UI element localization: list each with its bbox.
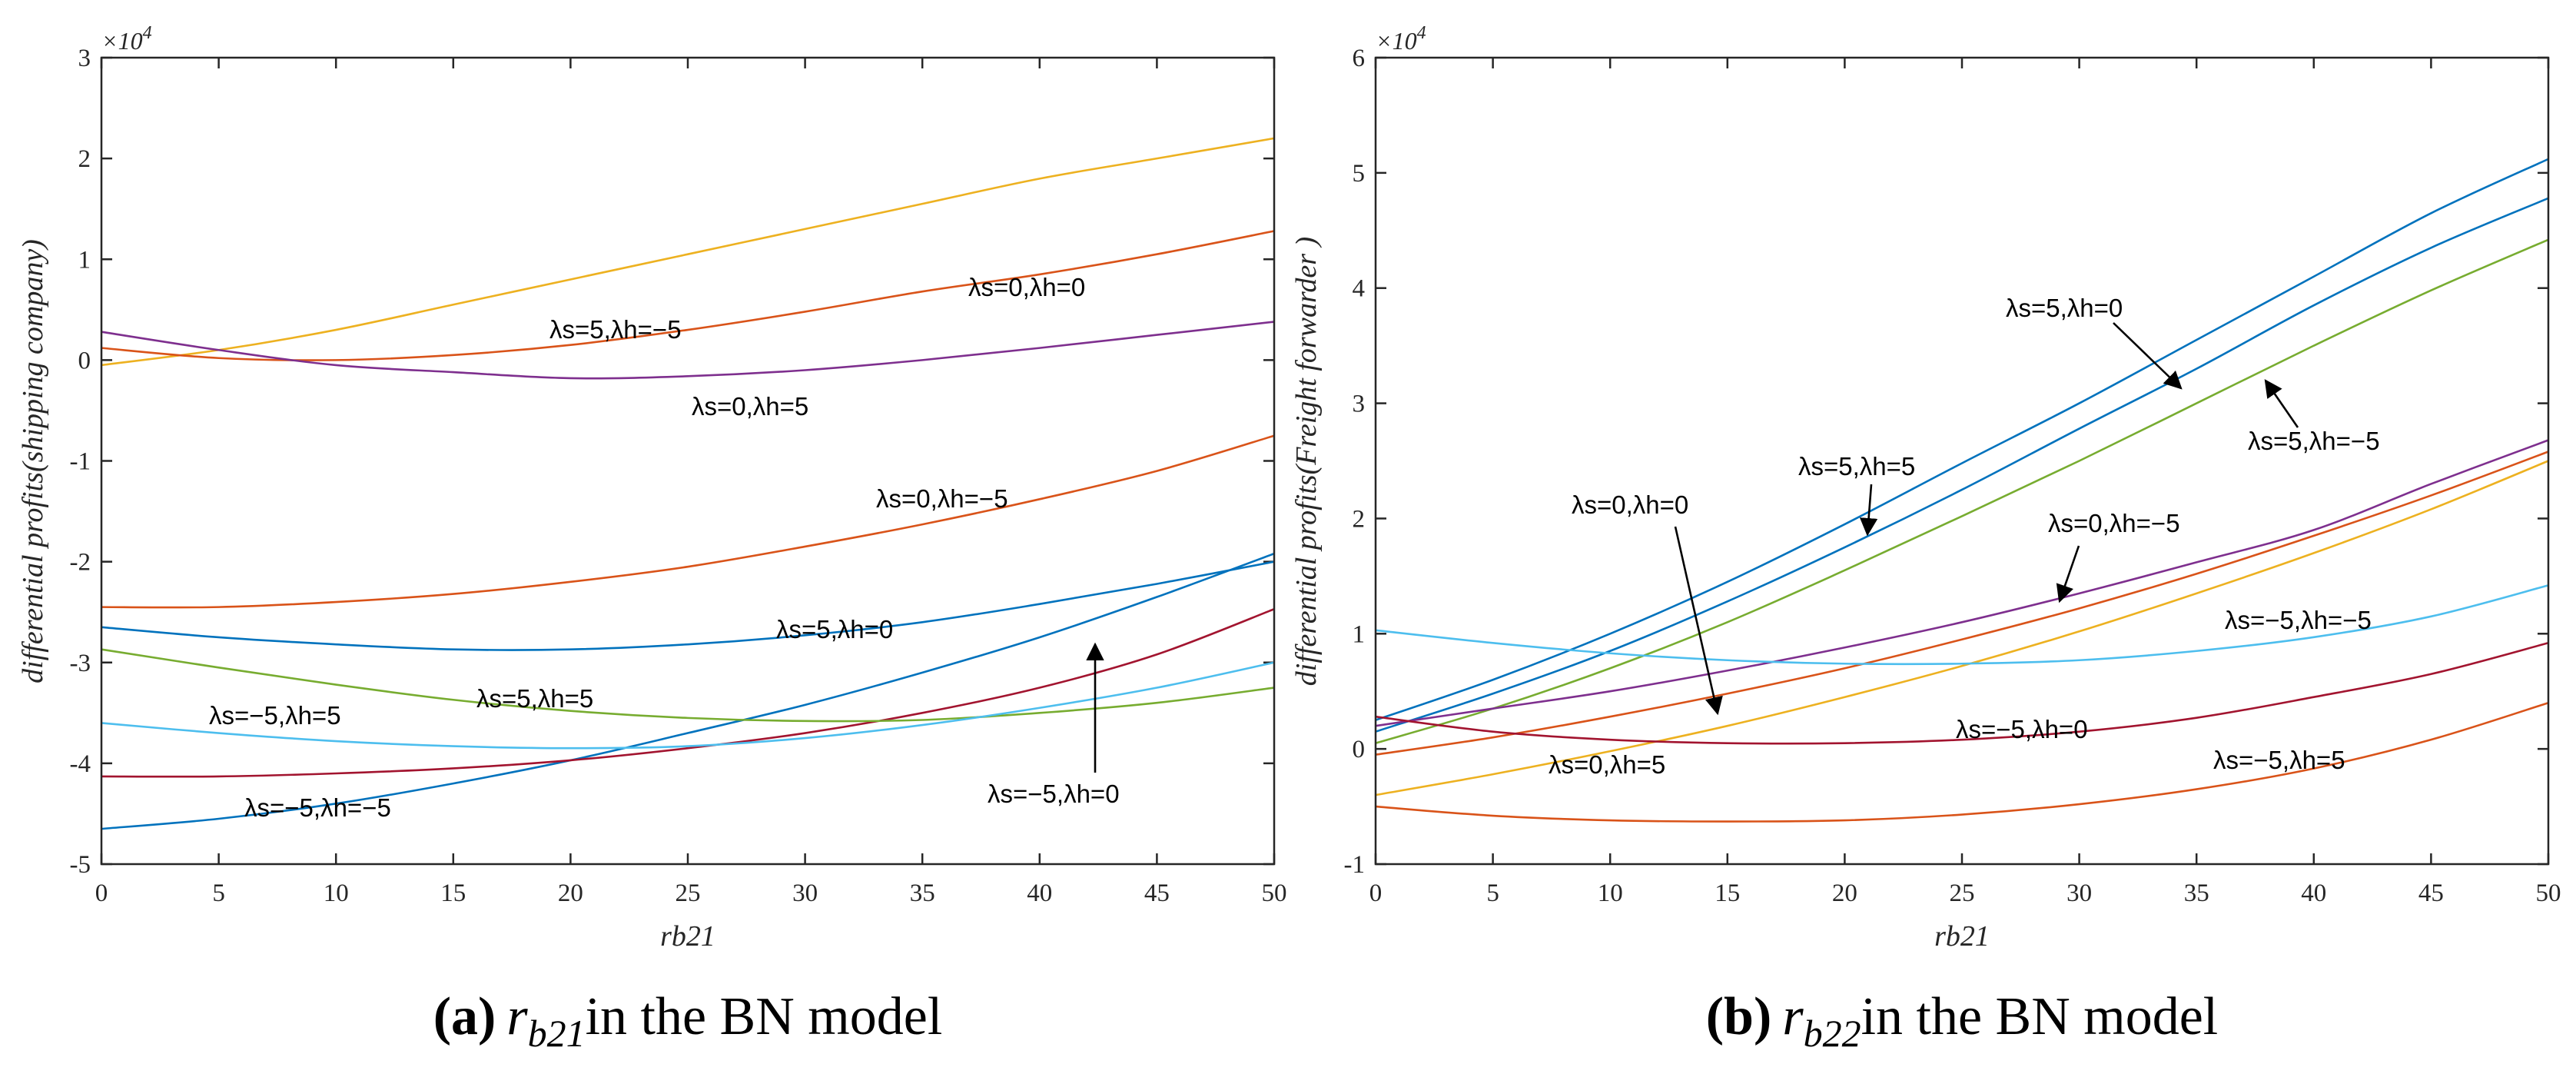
panel-b-series-line-6 bbox=[1375, 460, 2549, 796]
panel-a-annotation-sm5-hm5: λs=−5,λh=−5 bbox=[244, 793, 391, 822]
panel-a-series-line-6 bbox=[101, 552, 1275, 830]
panel-a-y-tick-label: -2 bbox=[70, 549, 91, 577]
panel-a-caption: (a) rb21in the BN model bbox=[433, 987, 943, 1055]
panel-a-x-tick-label: 35 bbox=[910, 879, 935, 907]
panel-a-annotation-s5-hm5: λs=5,λh=−5 bbox=[549, 315, 682, 344]
panel-b-x-tick-label: 5 bbox=[1486, 879, 1499, 907]
panel-a-x-tick-label: 5 bbox=[212, 879, 225, 907]
panel-b-annotation-s0-h5: λs=0,λh=5 bbox=[1549, 750, 1665, 779]
panel-a-y-tick-label: -3 bbox=[70, 650, 91, 677]
panel-a-annotation-s0-hm5: λs=0,λh=−5 bbox=[876, 484, 1008, 513]
panel-b-x-tick-label: 45 bbox=[2418, 879, 2444, 907]
panel-b-series-line-1 bbox=[1375, 158, 2549, 721]
panel-a-y-tick-label: 3 bbox=[78, 45, 91, 72]
panel-b-scale-label: ×104 bbox=[1376, 23, 1426, 55]
panel-a-annotation-sm5-h0: λs=−5,λh=0 bbox=[988, 780, 1120, 808]
panel-b-y-tick-label: 0 bbox=[1353, 736, 1366, 763]
panel-b-x-tick-label: 40 bbox=[2301, 879, 2326, 907]
panel-b-series-line-8 bbox=[1375, 642, 2549, 745]
panel-b-x-axis-title: rb21 bbox=[1934, 920, 1990, 953]
panel-a-series-line-4 bbox=[101, 434, 1275, 609]
panel-b-y-tick-label: 2 bbox=[1353, 505, 1366, 533]
panel-a-annotation-s0-h0: λs=0,λh=0 bbox=[968, 273, 1085, 301]
panel-a-plot-area: 0 5 10 15 20 25 30 35 40 45 50 -5 -4 -3 -2 -1 0 1 2 3 bbox=[70, 45, 1287, 907]
panel-b-series-line-3 bbox=[1375, 238, 2549, 744]
panel-b-series-line-7 bbox=[1375, 584, 2549, 666]
panel-b-y-tick-label: 3 bbox=[1353, 391, 1366, 418]
panel-b-y-axis-title: differential profits(Freight forwarder ) bbox=[1290, 237, 1323, 686]
panel-b-y-tick-label: 1 bbox=[1353, 620, 1366, 648]
panel-a-y-tick-label: 1 bbox=[78, 246, 91, 274]
panel-a-x-tick-label: 10 bbox=[324, 879, 349, 907]
panel-b-x-tick-label: 35 bbox=[2184, 879, 2209, 907]
panel-b-annotation-sm5-h0: λs=−5,λh=0 bbox=[1956, 715, 2088, 743]
panel-a-scale-label: ×104 bbox=[101, 23, 152, 55]
panel-b-y-tick-label: 4 bbox=[1353, 275, 1366, 303]
panel-a-x-tick-label: 20 bbox=[558, 879, 583, 907]
panel-a-series-line-9 bbox=[101, 661, 1275, 750]
panel-b-arrow-s5-h5 bbox=[1859, 484, 1878, 537]
panel-b-annotation-s0-hm5: λs=0,λh=−5 bbox=[2048, 509, 2180, 537]
panel-b-annotation-s5-hm5: λs=5,λh=−5 bbox=[2248, 427, 2380, 455]
panel-a-annotation-sm5-h5: λs=−5,λh=5 bbox=[209, 701, 341, 730]
panel-a-annotation-s5-h5: λs=5,λh=5 bbox=[476, 684, 593, 713]
panel-b-arrow-s0-h0 bbox=[1674, 526, 1723, 716]
panel-b-annotation-sm5-h5: λs=−5,λh=5 bbox=[2213, 746, 2345, 774]
panel-a-x-tick-label: 30 bbox=[792, 879, 818, 907]
panel-a-x-tick-label: 50 bbox=[1262, 879, 1287, 907]
panel-b-x-tick-label: 20 bbox=[1832, 879, 1857, 907]
panel-a-axes-box bbox=[100, 56, 1276, 866]
panel-b-x-tick-label: 30 bbox=[2066, 879, 2092, 907]
panel-a-series-line-7 bbox=[101, 608, 1275, 778]
panel-a-x-tick-label: 40 bbox=[1027, 879, 1052, 907]
panel-b-x-tick-label: 10 bbox=[1598, 879, 1623, 907]
panel-b-arrow-s5-hm5 bbox=[2264, 379, 2299, 428]
panel-a-x-axis-title: rb21 bbox=[660, 920, 715, 953]
panel-a-x-tick-label: 15 bbox=[440, 879, 466, 907]
panel-a-series-line-1 bbox=[101, 137, 1275, 367]
panel-b-series-line-5 bbox=[1375, 451, 2549, 756]
panel-b-annotation-sm5-hm5: λs=−5,λh=−5 bbox=[2225, 606, 2372, 634]
panel-a-x-tick-label: 25 bbox=[676, 879, 701, 907]
panel-a-series-line-8 bbox=[101, 648, 1275, 723]
panel-a-series-line-5 bbox=[101, 560, 1275, 651]
panel-b-y-tick-label: 6 bbox=[1353, 45, 1366, 72]
panel-a-y-tick-label: -1 bbox=[70, 448, 91, 476]
panel-a-x-tick-label: 0 bbox=[95, 879, 108, 907]
panel-a-annotation-s5-h0: λs=5,λh=0 bbox=[776, 615, 893, 643]
panel-b-series-line-9 bbox=[1375, 701, 2549, 823]
panel-b-x-tick-label: 0 bbox=[1369, 879, 1383, 907]
panel-a-y-tick-label: 2 bbox=[78, 145, 91, 173]
panel-b-series-line-4 bbox=[1375, 439, 2549, 727]
panel-a-y-tick-label: 0 bbox=[78, 347, 91, 374]
panel-a-y-tick-label: -4 bbox=[70, 750, 91, 778]
panel-b-annotation-s5-h0: λs=5,λh=0 bbox=[2006, 294, 2123, 322]
panel-b-annotation-s0-h0: λs=0,λh=0 bbox=[1572, 490, 1688, 519]
panel-b-arrow-s5-h0 bbox=[2113, 322, 2183, 390]
panel-a-annotation-s0-h5: λs=0,λh=5 bbox=[692, 392, 808, 421]
panel-b-x-tick-label: 25 bbox=[1950, 879, 1975, 907]
panel-b-x-tick-label: 50 bbox=[2536, 879, 2561, 907]
panel-a-y-axis-title: differential profits(shipping company) bbox=[17, 239, 49, 683]
panel-a-x-tick-label: 45 bbox=[1144, 879, 1170, 907]
panel-b-x-tick-label: 15 bbox=[1715, 879, 1740, 907]
panel-b-caption: (b) rb22in the BN model bbox=[1706, 987, 2219, 1055]
panel-a-y-tick-label: -5 bbox=[70, 851, 91, 879]
panel-a-series-line-3 bbox=[101, 321, 1275, 380]
panel-b-annotation-s5-h5: λs=5,λh=5 bbox=[1798, 452, 1915, 480]
panel-b-series-line-2 bbox=[1375, 197, 2549, 733]
panel-b-y-tick-label: -1 bbox=[1344, 851, 1366, 879]
panel-b-y-tick-label: 5 bbox=[1353, 160, 1366, 188]
panel-b-arrow-s0-hm5 bbox=[2056, 545, 2080, 604]
panel-b-axes-box bbox=[1374, 56, 2550, 866]
